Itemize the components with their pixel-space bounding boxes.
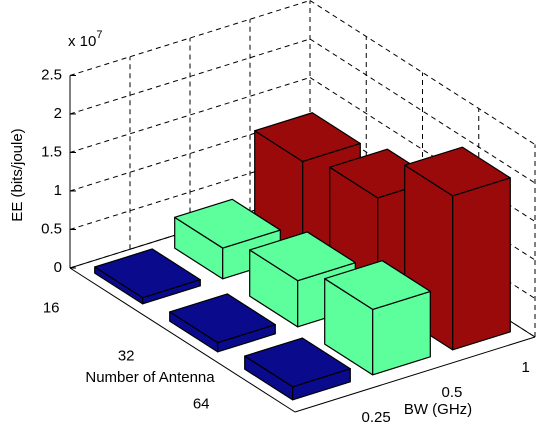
- y-tick-label: 0.25: [362, 409, 391, 426]
- x-tick-label: 64: [193, 396, 210, 413]
- bar-top: [244, 337, 351, 388]
- z-scale-base: x 10: [68, 33, 96, 50]
- z-tick-label: 0.5: [41, 220, 62, 237]
- bar-top: [404, 146, 511, 197]
- bar-top: [254, 112, 361, 163]
- floor-edge: [69, 267, 296, 413]
- y-tick-label: 1: [522, 359, 530, 376]
- z-tick-label: 2.5: [41, 66, 62, 83]
- floor-edge: [294, 336, 536, 413]
- bar-top: [94, 248, 201, 299]
- z-axis-label: EE (bits/joule): [9, 128, 26, 221]
- z-tick-label: 2: [54, 105, 62, 122]
- z-tick-label: 1: [54, 182, 62, 199]
- z-scale-exponent: 7: [96, 29, 102, 41]
- z-scale: x 107: [68, 29, 102, 50]
- bar-top: [174, 198, 281, 249]
- y-axis-label: BW (GHz): [404, 401, 472, 418]
- z-tick-label: 0: [54, 259, 62, 276]
- grid-line: [69, 77, 311, 153]
- bar-face: [452, 177, 511, 351]
- x-tick-label: 32: [118, 348, 135, 365]
- bar-top: [324, 260, 431, 311]
- bar-top: [169, 293, 276, 344]
- grid-line: [69, 38, 311, 115]
- z-tick-label: 1.5: [41, 143, 62, 160]
- y-tick-label: 0.5: [442, 384, 463, 401]
- x-axis-label: Number of Antenna: [85, 369, 215, 386]
- x-tick-label: 16: [43, 300, 60, 317]
- bar-top: [249, 231, 356, 282]
- grid-line: [69, 0, 311, 76]
